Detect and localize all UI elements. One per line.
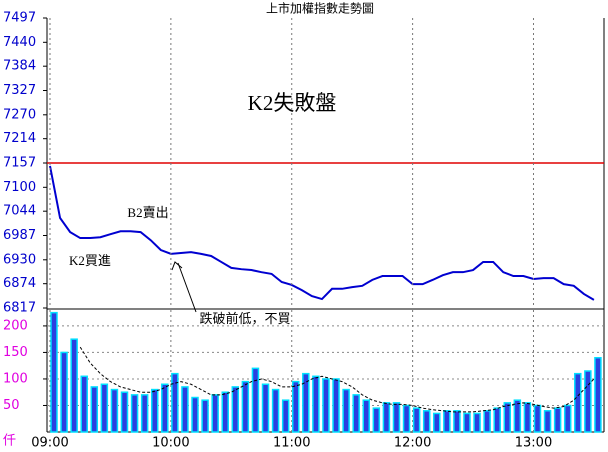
bar (463, 412, 471, 433)
bar (362, 399, 371, 433)
y-tick-label: 150 (3, 345, 28, 360)
y-tick-label: 7214 (3, 131, 36, 146)
bar (231, 386, 240, 433)
y-tick-label: 100 (3, 371, 28, 386)
bar (503, 402, 512, 433)
bar (281, 399, 290, 433)
annotation: 跌破前低，不買 (199, 311, 290, 326)
bar (150, 388, 159, 433)
bar (291, 380, 300, 433)
bar (251, 367, 260, 433)
annotation-arrow (177, 262, 197, 313)
bar (171, 372, 179, 433)
bar (473, 412, 481, 433)
bar (201, 399, 209, 433)
bar (594, 356, 602, 433)
line (49, 165, 595, 301)
bar (140, 394, 149, 433)
y-tick-label: 6817 (3, 301, 36, 316)
bar (392, 402, 401, 433)
y-tick-label: 200 (3, 318, 28, 333)
bar (211, 394, 219, 433)
bar (332, 378, 340, 433)
bar (402, 404, 411, 433)
bar (191, 396, 199, 433)
y-tick-label: 7044 (3, 204, 36, 219)
bar (221, 391, 229, 433)
bar (271, 388, 280, 433)
bar (412, 407, 421, 433)
bar (241, 380, 250, 433)
bar (483, 410, 491, 433)
y-tick-label: 7157 (3, 156, 36, 171)
bar (80, 375, 88, 433)
x-tick-label: 10:00 (152, 436, 189, 451)
y-tick-label: 7327 (3, 83, 36, 98)
bar (543, 410, 552, 433)
bar (312, 375, 320, 433)
bar (433, 412, 441, 433)
x-tick-label: 11:00 (273, 436, 310, 451)
x-tick-label: 12:00 (394, 436, 431, 451)
bar (493, 407, 501, 433)
bar (60, 351, 68, 433)
y-tick-label: 6874 (3, 276, 36, 291)
bar (70, 338, 78, 433)
annotation: B2賣出 (127, 205, 168, 220)
bar (523, 402, 532, 433)
bar (553, 407, 562, 433)
bar (130, 394, 139, 433)
bar (372, 407, 381, 433)
arrow-head (171, 261, 183, 271)
unit-label: 仟 (3, 434, 16, 449)
bar (181, 386, 189, 433)
annotation: K2買進 (69, 253, 111, 268)
bar (342, 388, 350, 433)
bar (443, 410, 451, 433)
y-tick-label: 50 (3, 398, 20, 413)
bar (513, 399, 522, 433)
bar (261, 383, 270, 433)
bar (382, 402, 391, 433)
bar (50, 311, 58, 433)
y-tick-label: 7440 (3, 35, 36, 50)
y-tick-label: 7497 (3, 11, 36, 26)
bar (422, 410, 431, 433)
bar (533, 404, 542, 433)
x-tick-label: 13:00 (515, 436, 552, 451)
bar (322, 378, 330, 433)
bar (302, 372, 310, 433)
bar (453, 410, 461, 433)
bar (563, 404, 572, 433)
y-tick-label: 6987 (3, 228, 36, 243)
chart-title: 上市加權指數走勢圖 (266, 1, 374, 16)
y-tick-label: 6930 (3, 252, 36, 267)
x-tick-label: 09:00 (31, 436, 68, 451)
bar (574, 372, 582, 433)
bar (584, 370, 592, 433)
y-tick-label: 7384 (3, 59, 36, 74)
bar (90, 386, 99, 433)
bar (352, 394, 360, 433)
line (79, 346, 595, 413)
y-tick-label: 7270 (3, 107, 36, 122)
y-tick-label: 7100 (3, 180, 36, 195)
bar (100, 383, 109, 433)
bar (110, 388, 119, 433)
bar (120, 391, 129, 433)
bar (161, 383, 169, 433)
